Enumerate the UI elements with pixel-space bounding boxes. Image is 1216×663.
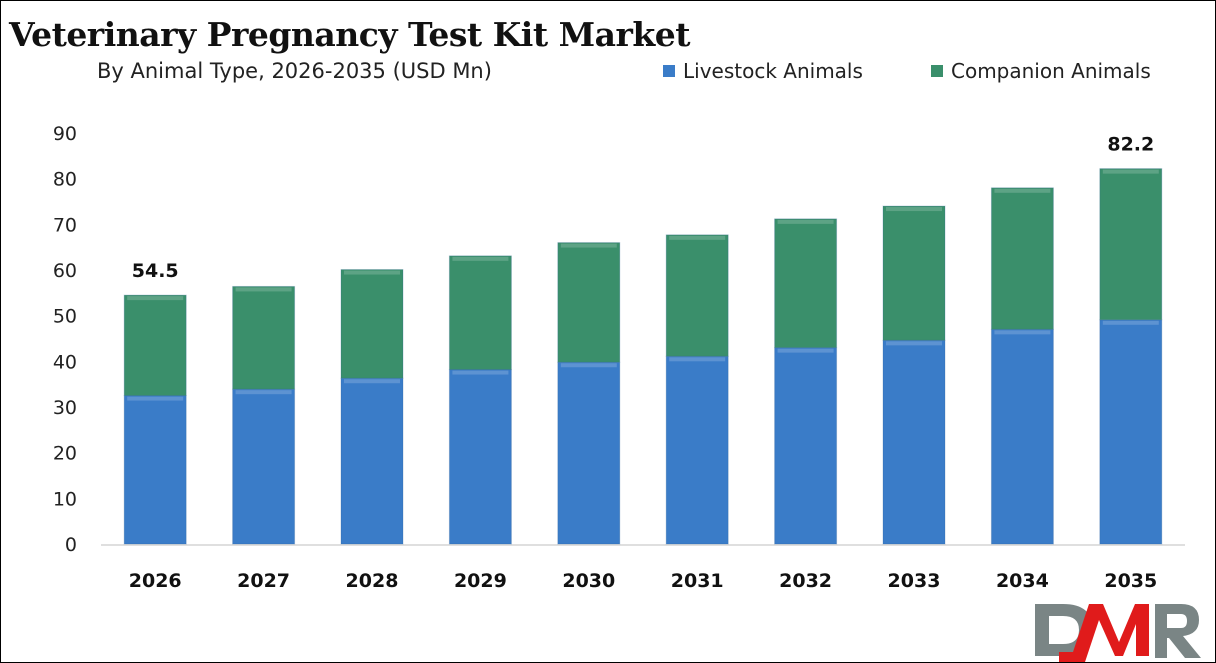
y-tick-label: 60: [53, 260, 77, 282]
chart-subtitle: By Animal Type, 2026-2035 (USD Mn): [97, 59, 492, 83]
bar-bevel: [777, 219, 834, 224]
x-tick-label: 2031: [671, 570, 724, 592]
bar-companion-2030: [557, 242, 621, 363]
bar-bevel: [344, 270, 400, 275]
bar-livestock-2033: [882, 339, 946, 545]
x-tick-label: 2032: [779, 570, 832, 592]
bar-bevel: [994, 330, 1051, 335]
bar-livestock-2028: [340, 377, 404, 545]
bar-bevel: [452, 370, 509, 375]
bar-livestock-2027: [232, 388, 296, 545]
bar-bevel: [127, 396, 184, 401]
bar-companion-2034: [990, 187, 1054, 330]
y-tick-label: 20: [53, 443, 77, 465]
bar-livestock-2031: [665, 355, 729, 545]
bar-bevel: [777, 348, 834, 353]
x-tick-label: 2033: [888, 570, 941, 592]
bar-bevel: [669, 235, 726, 240]
bar-bevel: [127, 296, 184, 301]
x-tick-label: 2027: [237, 570, 290, 592]
dmr-logo: [1035, 604, 1201, 662]
bar-companion-2026: [123, 294, 187, 397]
bar-companion-2029: [448, 255, 512, 371]
x-tick-label: 2028: [346, 570, 399, 592]
legend-item-companion: Companion Animals: [931, 59, 1151, 83]
y-tick-label: 0: [65, 534, 77, 556]
chart-title: Veterinary Pregnancy Test Kit Market: [9, 15, 690, 54]
bar-companion-2031: [665, 234, 729, 357]
bar-bevel: [344, 379, 400, 384]
bar-bevel: [560, 243, 617, 248]
legend-label: Livestock Animals: [683, 59, 863, 83]
bar-livestock-2035: [1099, 319, 1163, 545]
y-tick-label: 10: [53, 488, 77, 510]
data-label: 82.2: [1107, 134, 1154, 156]
legend-swatch-livestock: [663, 65, 675, 77]
bar-bevel: [235, 287, 292, 292]
bar-bevel: [235, 390, 292, 395]
legend-label: Companion Animals: [951, 59, 1151, 83]
x-tick-label: 2035: [1104, 570, 1157, 592]
data-label: 54.5: [132, 260, 179, 282]
y-tick-label: 30: [53, 397, 77, 419]
bar-livestock-2034: [990, 328, 1054, 545]
bar-companion-2032: [774, 218, 838, 349]
bar-bevel: [994, 188, 1051, 193]
y-tick-label: 70: [53, 214, 77, 236]
bar-livestock-2030: [557, 361, 621, 545]
bar-companion-2033: [882, 205, 946, 341]
bar-livestock-2026: [123, 395, 187, 545]
bar-bevel: [452, 256, 509, 261]
bar-livestock-2032: [774, 347, 838, 545]
bar-bevel: [669, 357, 726, 362]
bar-bevel: [886, 341, 942, 346]
x-tick-label: 2029: [454, 570, 507, 592]
x-tick-label: 2030: [562, 570, 615, 592]
bar-bevel: [560, 363, 617, 368]
y-tick-label: 90: [53, 123, 77, 145]
x-tick-label: 2034: [996, 570, 1049, 592]
bar-companion-2028: [340, 269, 404, 379]
bar-bevel: [1102, 320, 1159, 325]
y-tick-label: 80: [53, 169, 77, 191]
y-tick-label: 40: [53, 351, 77, 373]
bar-companion-2035: [1099, 168, 1163, 321]
bar-livestock-2029: [448, 369, 512, 545]
x-tick-label: 2026: [129, 570, 182, 592]
bar-bevel: [886, 207, 942, 212]
bar-bevel: [1102, 169, 1159, 174]
y-tick-label: 50: [53, 306, 77, 328]
legend-swatch-companion: [931, 65, 943, 77]
legend-item-livestock: Livestock Animals: [663, 59, 863, 83]
bar-companion-2027: [232, 285, 296, 390]
